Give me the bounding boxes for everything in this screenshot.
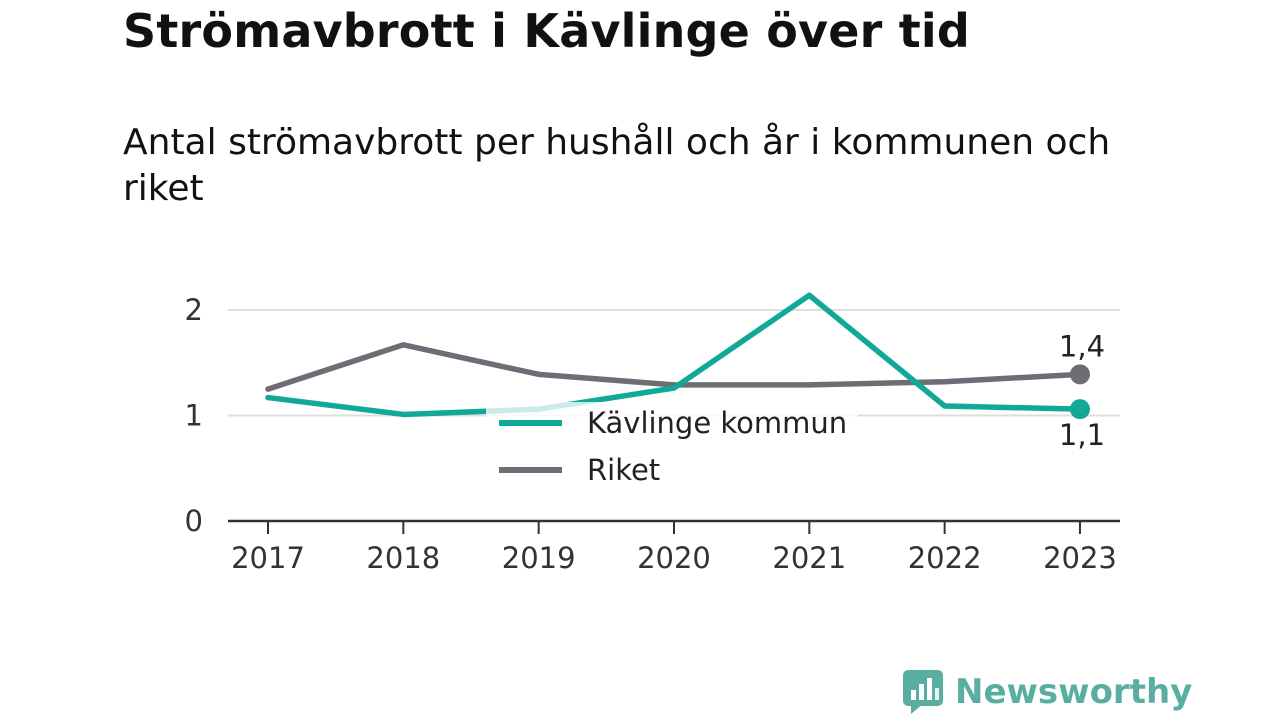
y-tick-label: 2 xyxy=(185,293,203,327)
data-label: 1,1 xyxy=(1059,418,1105,452)
y-tick-label: 1 xyxy=(185,399,203,433)
brand: Newsworthy xyxy=(903,670,1192,714)
y-tick-labels: 0 1 2 xyxy=(185,293,203,538)
legend-background xyxy=(486,402,858,498)
brand-name: Newsworthy xyxy=(955,672,1193,712)
legend: Kävlinge kommun Riket xyxy=(486,402,858,498)
x-tick-marks xyxy=(267,521,1081,534)
x-tick-label: 2017 xyxy=(231,541,305,575)
x-tick-labels: 2017 2018 2019 2020 2021 2022 2023 xyxy=(231,541,1117,575)
chart-title: Strömavbrott i Kävlinge över tid xyxy=(123,4,971,58)
series-lines xyxy=(265,292,1083,418)
legend-label: Kävlinge kommun xyxy=(587,406,847,440)
bar-chart-speech-bubble-icon xyxy=(903,670,943,714)
series-line xyxy=(265,292,1083,418)
x-tick-label: 2022 xyxy=(908,541,982,575)
end-markers xyxy=(1069,364,1090,420)
chart-subtitle: Antal strömavbrott per hushåll och år i … xyxy=(123,122,1111,209)
data-label: 1,4 xyxy=(1059,329,1105,363)
x-tick-label: 2018 xyxy=(366,541,440,575)
x-tick-label: 2019 xyxy=(502,541,576,575)
series-end-marker xyxy=(1069,399,1090,420)
x-tick-label: 2021 xyxy=(772,541,846,575)
series-line xyxy=(265,342,1083,392)
x-tick-label: 2020 xyxy=(637,541,711,575)
legend-label: Riket xyxy=(587,453,660,487)
y-tick-label: 0 xyxy=(185,504,203,538)
data-labels: 1,4 1,1 xyxy=(1059,329,1105,452)
x-tick-label: 2023 xyxy=(1043,541,1117,575)
series-end-marker xyxy=(1069,364,1090,385)
